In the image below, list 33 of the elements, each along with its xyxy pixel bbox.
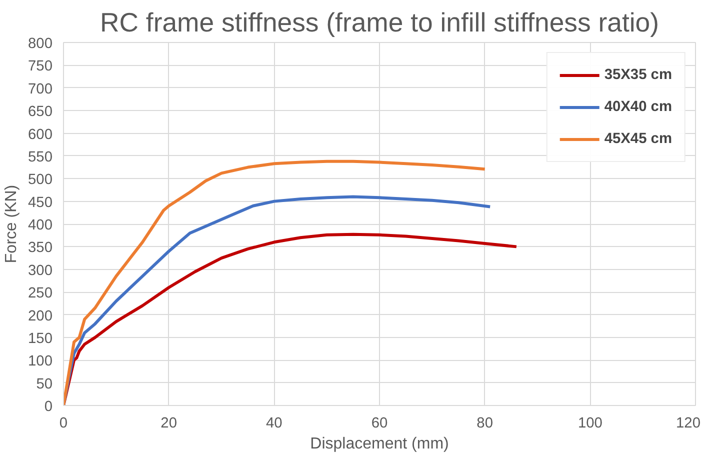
y-tick-label: 250 — [28, 286, 53, 302]
legend-label: 40X40 cm — [604, 99, 672, 115]
line-series — [64, 160, 486, 406]
y-tick-label: 0 — [44, 399, 53, 415]
chart-title: RC frame stiffness (frame to infill stiffness ratio) — [100, 8, 659, 38]
y-tick-label: 400 — [28, 218, 53, 234]
y-tick-label: 500 — [28, 172, 53, 188]
y-tick-label: 350 — [28, 240, 53, 256]
legend-label: 35X35 cm — [604, 67, 672, 83]
x-tick-label: 100 — [578, 416, 602, 432]
y-tick-label: 50 — [36, 376, 53, 392]
y-tick-label: 200 — [28, 308, 53, 324]
y-axis-title: Force (KN) — [3, 184, 20, 264]
x-tick-label: 20 — [160, 416, 177, 432]
y-tick-label: 450 — [28, 194, 53, 211]
y-tick-label: 600 — [28, 126, 53, 143]
y-tick-label: 550 — [28, 149, 53, 166]
legend-label: 45X45 cm — [604, 131, 672, 147]
line-series — [64, 232, 518, 406]
x-tick-label: 80 — [476, 416, 493, 432]
x-tick-label: 0 — [59, 416, 68, 432]
x-axis-title: Displacement (mm) — [310, 436, 449, 452]
y-tick-label: 150 — [28, 330, 53, 347]
y-tick-label: 300 — [28, 262, 53, 279]
y-tick-label: 750 — [28, 58, 53, 75]
y-tick-label: 700 — [28, 81, 53, 98]
line-series — [64, 195, 492, 406]
x-tick-label: 60 — [371, 416, 388, 432]
y-tick-label: 650 — [28, 104, 53, 120]
x-tick-label: 40 — [266, 416, 282, 432]
y-tick-label: 800 — [28, 36, 53, 52]
y-tick-label: 100 — [28, 354, 53, 370]
x-tick-label: 120 — [676, 416, 701, 432]
